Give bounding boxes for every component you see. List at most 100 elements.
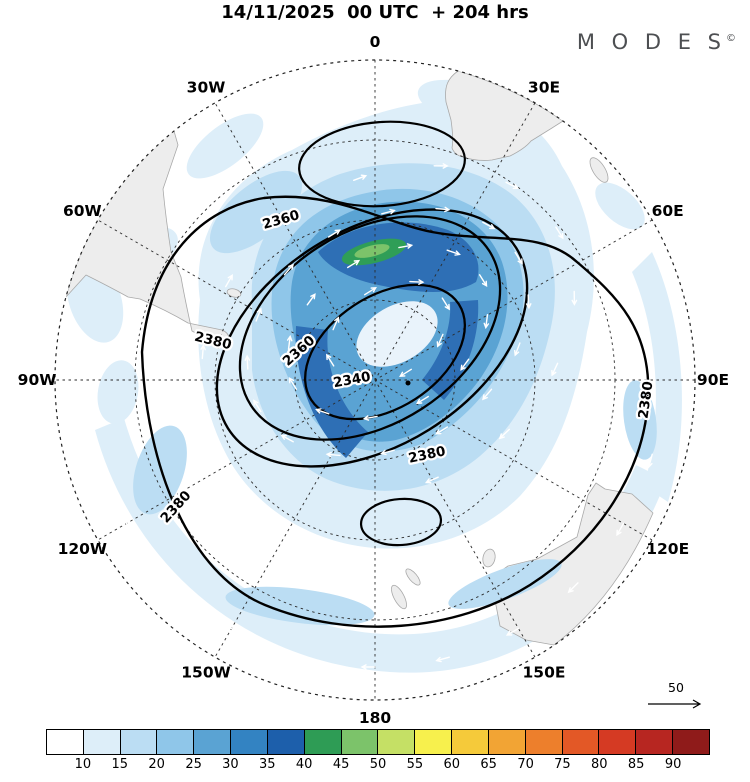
- contour-closed-high-top: [298, 120, 466, 208]
- wind-arrow-icon: [326, 353, 335, 367]
- colorbar-cell: [487, 729, 526, 755]
- colorbar-tick-label: 40: [295, 757, 313, 772]
- colorbar-cell: [266, 729, 305, 755]
- wind-arrow-icon: [446, 249, 461, 256]
- longitude-label-30W: 30W: [187, 78, 226, 96]
- wind-arrow-icon: [571, 290, 578, 306]
- colorbar-legend: [46, 729, 710, 755]
- colorbar-cell: [82, 729, 121, 755]
- colorbar-tick-label: 75: [554, 757, 571, 772]
- colorbar-tick-label: 55: [406, 757, 424, 772]
- colorbar-cell: [156, 729, 195, 755]
- colorbar-cell: [46, 729, 84, 755]
- wind-arrow-icon: [433, 163, 449, 169]
- wind-arrow-icon: [505, 181, 520, 190]
- contour-closed-small-bottom: [359, 497, 443, 547]
- wind-reference-legend: 50: [648, 680, 702, 709]
- wind-arrow-icon: [525, 294, 532, 310]
- colorbar-cell: [598, 729, 637, 755]
- wind-arrow-icon: [315, 408, 330, 415]
- colorbar-cell: [230, 729, 268, 755]
- wind-arrow-icon: [286, 334, 293, 350]
- wind-arrow-icon: [278, 214, 291, 224]
- wind-arrow-icon: [280, 434, 294, 443]
- longitude-labels: 0 30E 60E 90E 120E 150E 180 150W 120W 90W 60W 30W: [18, 33, 729, 727]
- wind-arrow-icon: [288, 376, 298, 390]
- colorbar-tick-label: 30: [222, 757, 239, 772]
- madagascar: [589, 157, 609, 183]
- wind-arrow-icon: [399, 368, 412, 377]
- jet-core-green: [341, 238, 407, 266]
- wind-arrow-icon: [286, 652, 302, 658]
- wind-arrow-icon: [92, 440, 99, 455]
- wind-arrow-icon: [616, 522, 625, 537]
- longitude-label-120W: 120W: [58, 540, 107, 558]
- tasmania: [482, 548, 496, 568]
- map-boundary-circle: [54, 59, 696, 701]
- longitude-label-30E: 30E: [528, 78, 560, 96]
- wind-arrow-icon: [200, 344, 206, 360]
- wind-arrow-icon: [380, 449, 395, 456]
- wind-arrow-icon: [441, 297, 450, 311]
- wind-reference-arrow-icon: [648, 699, 702, 709]
- copyright-mark: ©: [726, 33, 736, 44]
- colorbar-tick-label: 90: [664, 757, 682, 772]
- colorbar-cell: [193, 729, 232, 755]
- colorbar-cell: [672, 729, 710, 755]
- longitude-label-150W: 150W: [181, 664, 230, 682]
- height-contours: [140, 120, 650, 628]
- wind-arrow-icon: [255, 307, 262, 322]
- colorbar-tick-label: 25: [185, 757, 202, 772]
- longitude-label-180: 180: [359, 709, 392, 727]
- wind-arrow-icon: [119, 510, 128, 525]
- wind-arrow-icon: [478, 274, 488, 288]
- colorbar-tick-label: 65: [480, 757, 497, 772]
- wind-arrow-icon: [498, 428, 510, 440]
- wind-arrow-icon: [567, 582, 579, 594]
- colorbar-cell: [303, 729, 342, 755]
- contour-2360: [238, 215, 502, 441]
- colorbar-cell: [524, 729, 563, 755]
- colorbar-cell: [119, 729, 158, 755]
- colorbar-cell: [451, 729, 489, 755]
- graticule: [55, 60, 695, 700]
- wind-arrow-icon: [555, 226, 564, 240]
- wind-arrow-icon: [325, 451, 341, 458]
- colorbar-cell: [414, 729, 453, 755]
- new-zealand-south-island: [405, 568, 421, 586]
- longitude-label-0: 0: [370, 33, 381, 51]
- wind-arrow-icon: [424, 476, 439, 484]
- wind-arrow-icon: [435, 426, 449, 435]
- new-zealand-north-island: [391, 584, 407, 610]
- wind-arrow-icon: [482, 221, 496, 230]
- wind-arrow-icon: [364, 287, 377, 296]
- low-center-marker: [405, 380, 411, 386]
- latitude-circle: [214, 219, 536, 541]
- colorbar-tick-label: 10: [74, 757, 92, 772]
- colorbar-tick-label: 80: [591, 757, 608, 772]
- colorbar-tick-label: 15: [111, 757, 129, 772]
- wind-arrow-icon: [415, 395, 429, 405]
- wind-arrow-icon: [283, 263, 294, 276]
- colorbar-cell: [635, 729, 674, 755]
- colorbar-tick-label: 35: [259, 757, 276, 772]
- falkland-islands: [226, 288, 242, 298]
- colorbar-tick-label: 85: [627, 757, 645, 772]
- low-center-light-eye: [356, 301, 438, 367]
- contour-2380-inner: [215, 208, 529, 468]
- wind-arrow-icon: [435, 206, 451, 213]
- wind-arrow-icon: [347, 259, 361, 269]
- wind-arrow-icon: [362, 415, 378, 421]
- longitude-label-150E: 150E: [523, 664, 566, 682]
- wind-arrow-icon: [225, 274, 233, 288]
- modes-logo: M O D E S©: [577, 30, 736, 54]
- wind-arrow-icon: [483, 314, 490, 330]
- longitude-label-60E: 60E: [652, 202, 684, 220]
- colorbar-tick-label: 50: [369, 757, 387, 772]
- wind-arrow-icon: [353, 174, 368, 181]
- contour-2380-outer: [140, 195, 650, 628]
- wind-arrow-icon: [253, 399, 262, 413]
- wind-arrow-icon: [436, 333, 444, 348]
- colorbar-tick-label: 45: [332, 757, 350, 772]
